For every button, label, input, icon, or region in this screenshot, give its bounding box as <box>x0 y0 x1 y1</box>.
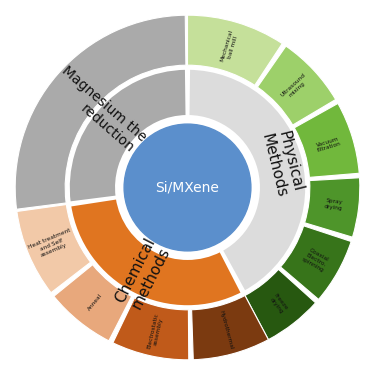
Wedge shape <box>188 15 282 86</box>
Text: Mechanical
ball mill: Mechanical ball mill <box>220 29 240 64</box>
Text: Vacuum
filtration: Vacuum filtration <box>315 136 342 153</box>
Wedge shape <box>304 178 360 237</box>
Text: Ultrasound
mixing: Ultrasound mixing <box>280 72 311 102</box>
Wedge shape <box>294 104 359 177</box>
Text: Spray
drying: Spray drying <box>324 198 344 211</box>
Text: Freeze
drying: Freeze drying <box>268 292 288 315</box>
Wedge shape <box>17 204 91 293</box>
Text: Electrostatic
assembly: Electrostatic assembly <box>146 312 165 350</box>
Text: Coaxial
Electro.
spinning: Coaxial Electro. spinning <box>301 246 331 273</box>
Wedge shape <box>70 198 242 306</box>
Text: Magnesium thermal/
reduction: Magnesium thermal/ reduction <box>48 64 176 180</box>
Wedge shape <box>69 69 187 203</box>
Wedge shape <box>257 46 336 125</box>
Wedge shape <box>113 298 189 360</box>
Wedge shape <box>54 265 132 341</box>
Wedge shape <box>15 15 186 209</box>
Text: Physical
Methods: Physical Methods <box>258 128 306 200</box>
Text: Heat treatment
and Self
assembly: Heat treatment and Self assembly <box>27 228 76 261</box>
Wedge shape <box>192 296 268 360</box>
Wedge shape <box>245 269 316 340</box>
Text: Anneal: Anneal <box>87 292 103 311</box>
Wedge shape <box>188 69 306 292</box>
Text: Si/MXene: Si/MXene <box>156 180 219 195</box>
Text: Hydrothermal: Hydrothermal <box>218 310 233 350</box>
Circle shape <box>124 124 251 251</box>
Text: Chemical
methods: Chemical methods <box>113 236 174 314</box>
Wedge shape <box>280 226 351 299</box>
